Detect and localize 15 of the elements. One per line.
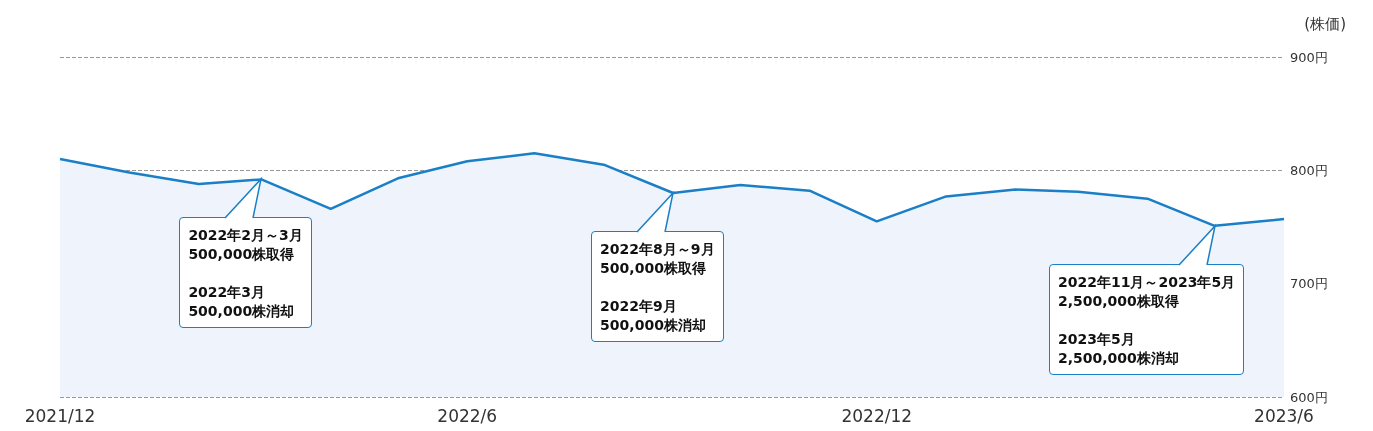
annotation: 2022年9月 500,000株消却: [600, 297, 706, 335]
x-tick-label: 2022/6: [437, 405, 498, 426]
x-tick-label: 2023/6: [1254, 405, 1314, 426]
y-tick-label: 800円: [1290, 162, 1328, 178]
y-tick-label: 700円: [1290, 276, 1328, 292]
y-tick-label: 900円: [1290, 49, 1328, 65]
annotation: 2022年3月 500,000株消却: [188, 283, 295, 322]
x-tick-label: 2022/12: [841, 405, 913, 426]
annotation: 2022年8月～9月 500,000株取得: [600, 240, 715, 278]
annotation: 2022年11月～2023年5月 2,500,000株取得: [1058, 272, 1236, 311]
annotation: 2023年5月 2,500,000株消却: [1058, 329, 1179, 368]
y-tick-label: 600円: [1290, 389, 1328, 405]
y-axis-title: (株価): [1304, 14, 1346, 33]
x-tick-label: 2021/12: [24, 405, 96, 426]
annotation: 2022年2月～3月 500,000株取得: [188, 226, 303, 265]
